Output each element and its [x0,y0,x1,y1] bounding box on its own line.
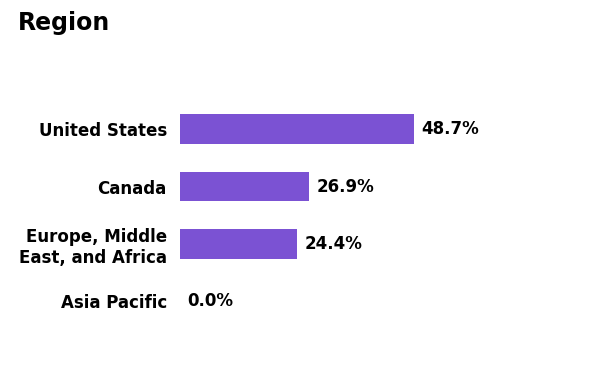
Text: 0.0%: 0.0% [187,292,233,310]
Text: 24.4%: 24.4% [304,235,362,253]
Text: 48.7%: 48.7% [421,120,479,138]
Text: Region: Region [18,11,110,35]
Bar [180,229,297,259]
Bar [180,172,309,201]
Bar [180,114,414,144]
Text: 26.9%: 26.9% [316,177,374,196]
